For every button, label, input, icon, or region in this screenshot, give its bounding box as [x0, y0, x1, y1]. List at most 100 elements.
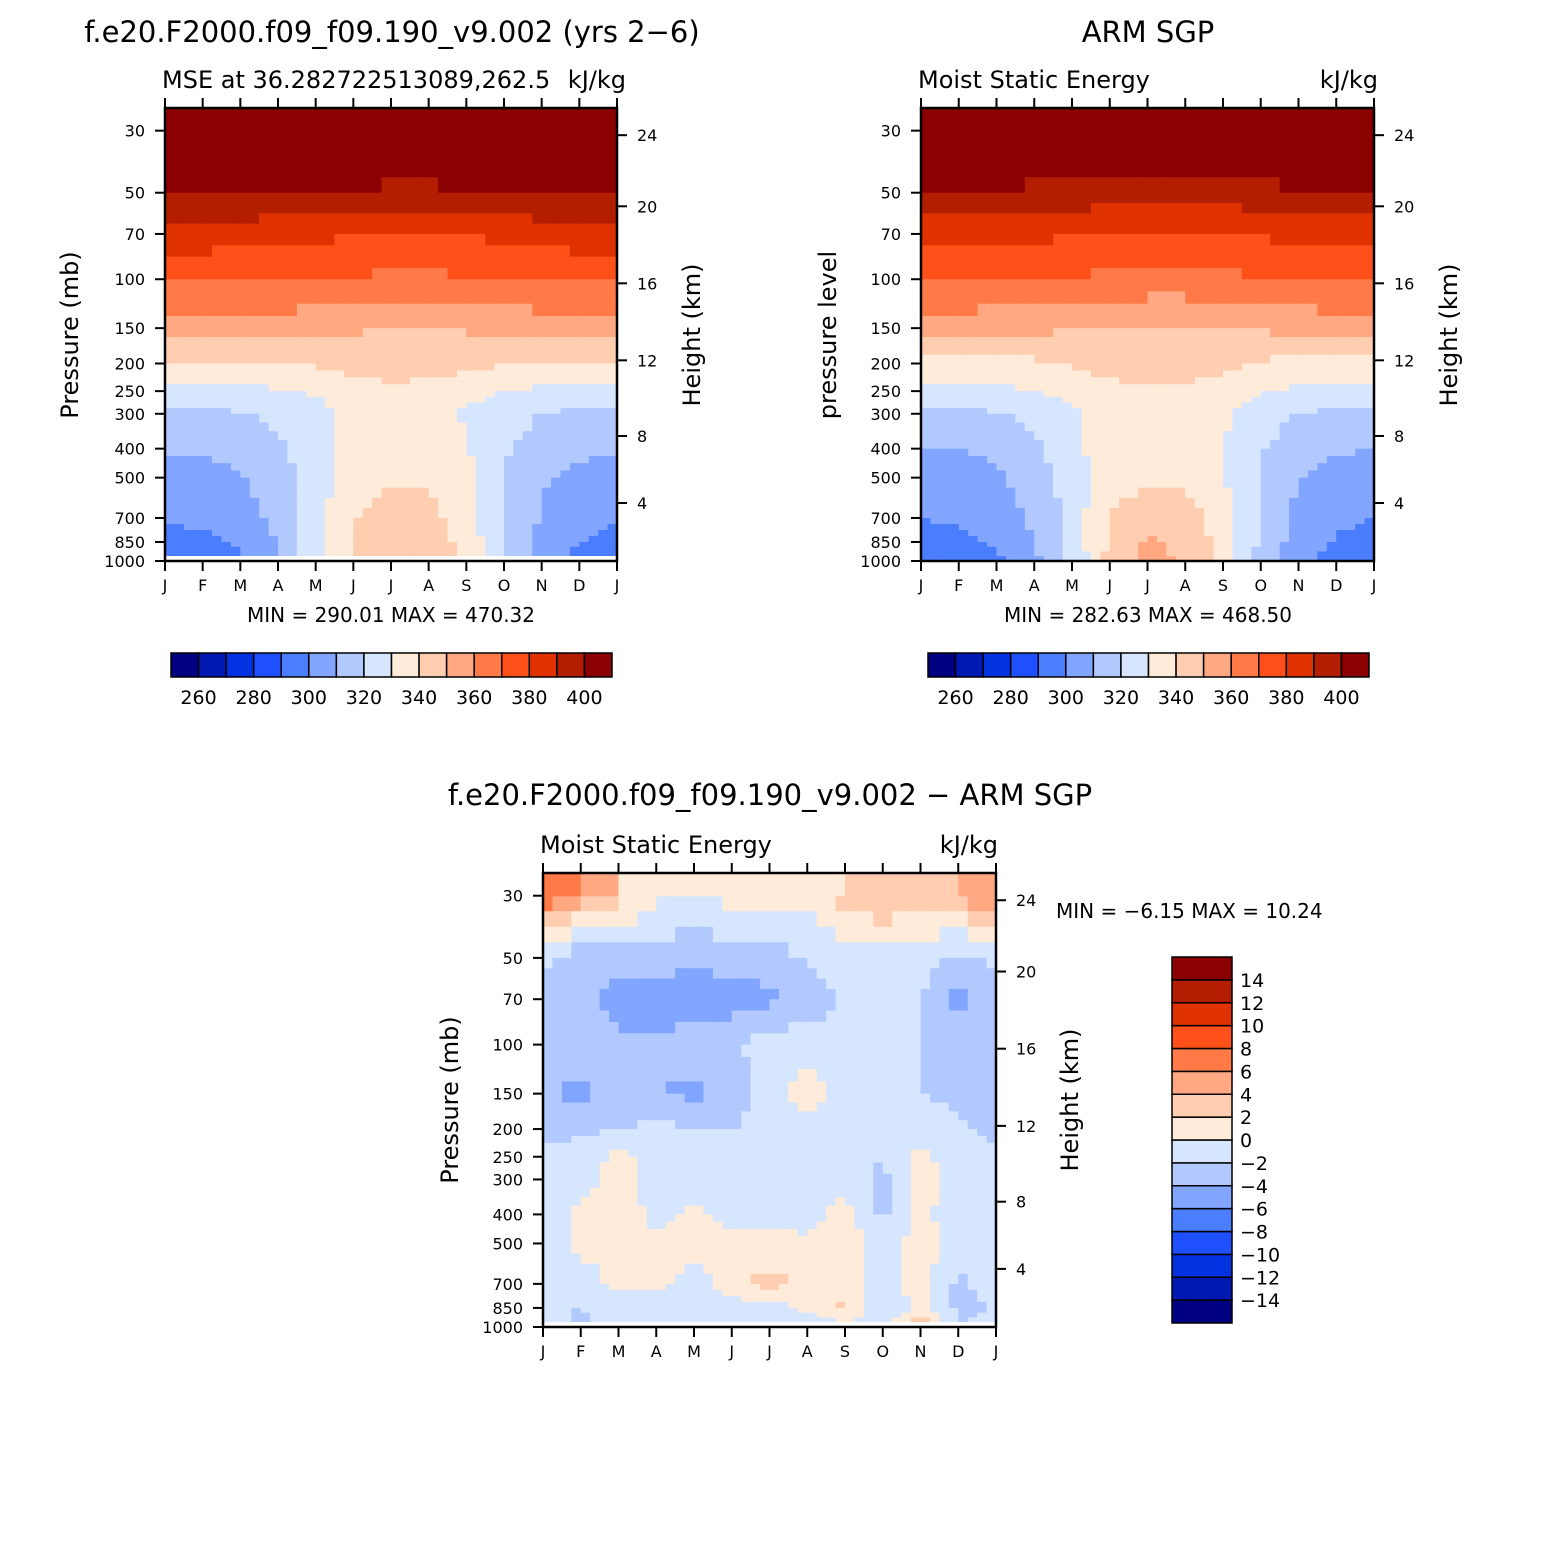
- contour-cell: [372, 177, 383, 194]
- contour-cell: [1185, 529, 1196, 537]
- contour-cell: [1194, 408, 1205, 415]
- contour-cell: [1279, 192, 1290, 204]
- contour-cell: [362, 517, 373, 525]
- contour-cell: [306, 223, 317, 235]
- contour-cell: [1364, 384, 1375, 392]
- contour-cell: [1005, 192, 1016, 204]
- contour-cell: [391, 439, 402, 450]
- contour-cell: [475, 431, 486, 441]
- contour-cell: [315, 463, 326, 471]
- contour-cell: [1100, 315, 1111, 329]
- contour-cell: [334, 233, 345, 246]
- contour-cell: [1345, 517, 1356, 525]
- contour-cell: [212, 336, 223, 347]
- contour-cell: [958, 192, 969, 204]
- contour-cell: [1138, 507, 1149, 519]
- contour-cell: [268, 130, 279, 147]
- contour-cell: [532, 315, 543, 329]
- contour-cell: [174, 408, 185, 415]
- contour-cell: [1147, 439, 1158, 450]
- contour-cell: [1128, 354, 1139, 365]
- contour-cell: [193, 203, 204, 214]
- contour-cell: [1364, 529, 1375, 537]
- contour-cell: [1156, 455, 1167, 464]
- contour-cell: [541, 303, 552, 317]
- contour-cell: [968, 213, 979, 225]
- contour-cell: [391, 396, 402, 404]
- contour-cell: [987, 336, 998, 347]
- contour-cell: [1156, 328, 1167, 338]
- contour-cell: [1298, 213, 1309, 225]
- contour-cell: [921, 523, 932, 531]
- contour-cell: [315, 108, 354, 132]
- contour-cell: [1232, 448, 1243, 457]
- contour-cell: [1109, 363, 1120, 372]
- contour-cell: [1128, 363, 1139, 372]
- contour-cell: [1270, 279, 1281, 293]
- contour-cell: [504, 391, 515, 398]
- contour-cell: [1317, 303, 1328, 317]
- contour-cell: [1185, 448, 1196, 457]
- contour-cell: [306, 413, 317, 424]
- contour-cell: [485, 267, 496, 280]
- contour-cell: [1260, 177, 1271, 194]
- contour-cell: [996, 507, 1007, 519]
- contour-cell: [1015, 439, 1026, 450]
- contour-cell: [212, 245, 223, 258]
- contour-cell: [930, 431, 941, 441]
- contour-cell: [278, 233, 289, 246]
- contour-cell: [598, 487, 609, 499]
- contour-cell: [438, 328, 449, 338]
- contour-cell: [240, 315, 251, 329]
- contour-cell: [541, 448, 552, 457]
- contour-cell: [343, 455, 354, 464]
- contour-cell: [296, 463, 307, 471]
- contour-cell: [1213, 408, 1224, 415]
- contour-cell: [1251, 439, 1262, 450]
- contour-cell: [598, 448, 609, 457]
- contour-cell: [1034, 363, 1045, 372]
- contour-cell: [1138, 517, 1149, 525]
- contour-cell: [1053, 363, 1064, 372]
- contour-cell: [278, 422, 289, 432]
- contour-cell: [1175, 470, 1186, 479]
- contour-cell: [1147, 487, 1158, 499]
- contour-cell: [1270, 523, 1281, 531]
- contour-cell: [485, 497, 496, 509]
- contour-cell: [1175, 233, 1186, 246]
- contour-cell: [466, 161, 477, 178]
- contour-cell: [1232, 477, 1243, 489]
- contour-cell: [1100, 507, 1111, 519]
- contour-cell: [939, 377, 950, 385]
- contour-cell: [447, 391, 458, 398]
- contour-cell: [400, 517, 411, 525]
- contour-cell: [722, 895, 733, 912]
- contour-cell: [1326, 245, 1337, 258]
- contour-cell: [1128, 413, 1139, 424]
- contour-cell: [1194, 291, 1205, 305]
- contour-cell: [1147, 431, 1158, 441]
- contour-cell: [315, 328, 326, 338]
- contour-cell: [494, 233, 505, 246]
- contour-cell: [230, 291, 241, 305]
- contour-cell: [183, 192, 194, 204]
- contour-cell: [1147, 303, 1158, 317]
- contour-cell: [1090, 203, 1101, 214]
- contour-cell: [230, 523, 241, 531]
- contour-cell: [1260, 556, 1271, 562]
- contour-cell: [334, 431, 345, 441]
- contour-cell: [1100, 291, 1111, 305]
- contour-cell: [996, 108, 1035, 132]
- contour-cell: [1194, 551, 1205, 557]
- contour-cell: [560, 384, 571, 392]
- contour-cell: [571, 895, 582, 912]
- contour-cell: [362, 130, 373, 147]
- contour-cell: [372, 223, 383, 235]
- contour-cell: [1005, 363, 1016, 372]
- contour-cell: [1015, 336, 1026, 347]
- contour-cell: [1317, 161, 1328, 178]
- contour-cell: [569, 497, 580, 509]
- contour-cell: [504, 177, 515, 194]
- contour-cell: [1298, 551, 1309, 557]
- contour-cell: [1185, 203, 1196, 214]
